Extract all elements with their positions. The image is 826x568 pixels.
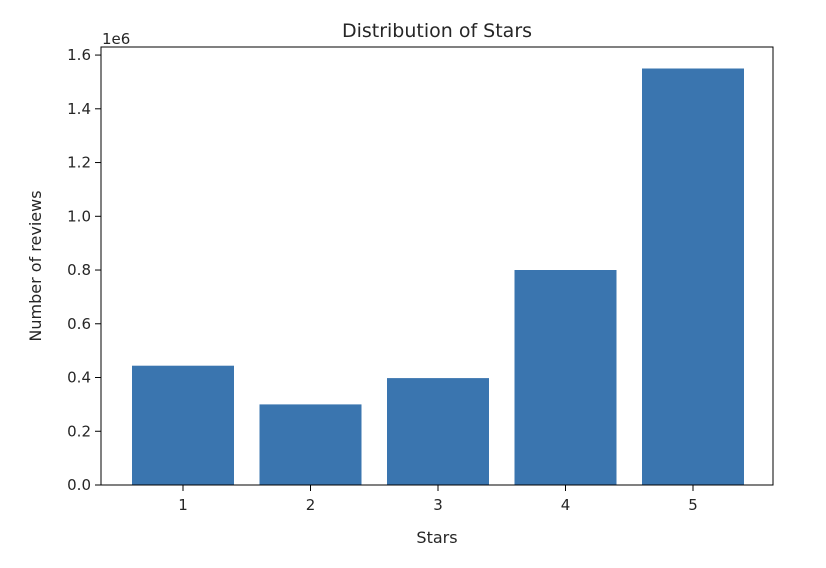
- y-tick-label: 0.2: [67, 422, 91, 440]
- y-tick-label: 1.6: [67, 46, 91, 64]
- x-tick-label: 2: [306, 496, 316, 514]
- bar-3: [387, 378, 489, 485]
- y-axis-ticks: 0.0 0.2 0.4 0.6 0.8 1.0 1.2 1.4 1.6: [67, 46, 101, 494]
- x-tick-label: 3: [433, 496, 443, 514]
- bar-5: [642, 68, 744, 485]
- x-tick-label: 4: [561, 496, 571, 514]
- y-axis-title: Number of reviews: [26, 190, 45, 341]
- bars-group: [132, 68, 744, 485]
- plot-frame: [100, 46, 774, 486]
- y-tick-label: 1.4: [67, 100, 91, 118]
- y-tick-label: 0.8: [67, 261, 91, 279]
- y-tick-label: 0.4: [67, 369, 91, 387]
- x-axis-title: Stars: [416, 528, 457, 547]
- bar-4: [514, 270, 617, 485]
- chart-title: Distribution of Stars: [342, 20, 532, 42]
- y-tick-label: 1.0: [67, 207, 91, 225]
- x-tick-label: 5: [688, 496, 698, 514]
- y-offset-label: 1e6: [102, 30, 130, 48]
- bar-2: [259, 404, 362, 485]
- y-tick-label: 0.6: [67, 315, 91, 333]
- x-axis-ticks: 1 2 3 4 5: [178, 485, 698, 514]
- y-tick-label: 0.0: [67, 476, 91, 494]
- x-tick-label: 1: [178, 496, 188, 514]
- y-tick-label: 1.2: [67, 154, 91, 172]
- bar-1: [132, 365, 234, 485]
